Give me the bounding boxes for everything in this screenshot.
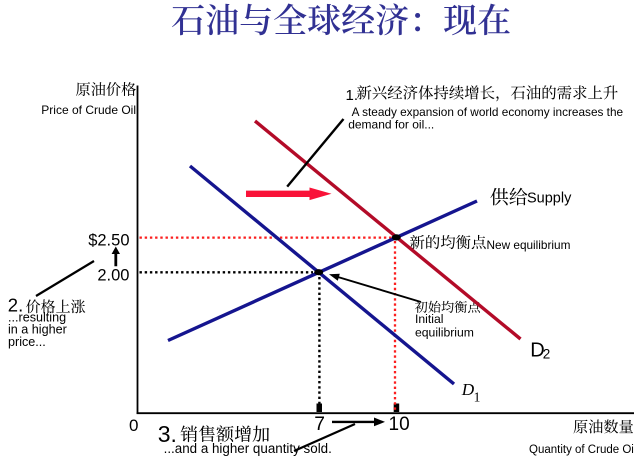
svg-text:New equilibrium: New equilibrium [487,238,571,252]
svg-text:2.: 2. [8,294,23,315]
svg-text:1: 1 [474,390,481,405]
svg-text:7: 7 [314,414,325,435]
svg-text:demand for oil...: demand for oil... [348,117,434,131]
svg-text:Price of Crude Oil: Price of Crude Oil [41,103,136,117]
svg-text:2: 2 [543,347,551,362]
svg-text:Quantity of Crude Oil: Quantity of Crude Oil [529,444,634,456]
svg-text:equilibrium: equilibrium [415,325,474,339]
svg-text:2.00: 2.00 [97,267,129,285]
svg-text:10: 10 [389,414,410,435]
svg-text:price...: price... [8,335,46,349]
svg-text:D: D [461,380,475,399]
svg-text:in a higher: in a higher [8,323,67,337]
svg-text:0: 0 [129,416,138,435]
svg-text:$2.50: $2.50 [88,232,129,250]
svg-text:D: D [530,340,544,362]
svg-text:A steady expansion of world ec: A steady expansion of world economy incr… [352,105,624,119]
svg-text:...and a higher quantity sold.: ...and a higher quantity sold. [164,441,332,456]
svg-text:...resulting: ...resulting [8,311,66,325]
svg-text:3.: 3. [158,421,177,447]
svg-text:Initial: Initial [415,312,443,326]
svg-text:Supply: Supply [527,190,572,206]
svg-text:1.: 1. [346,87,359,104]
